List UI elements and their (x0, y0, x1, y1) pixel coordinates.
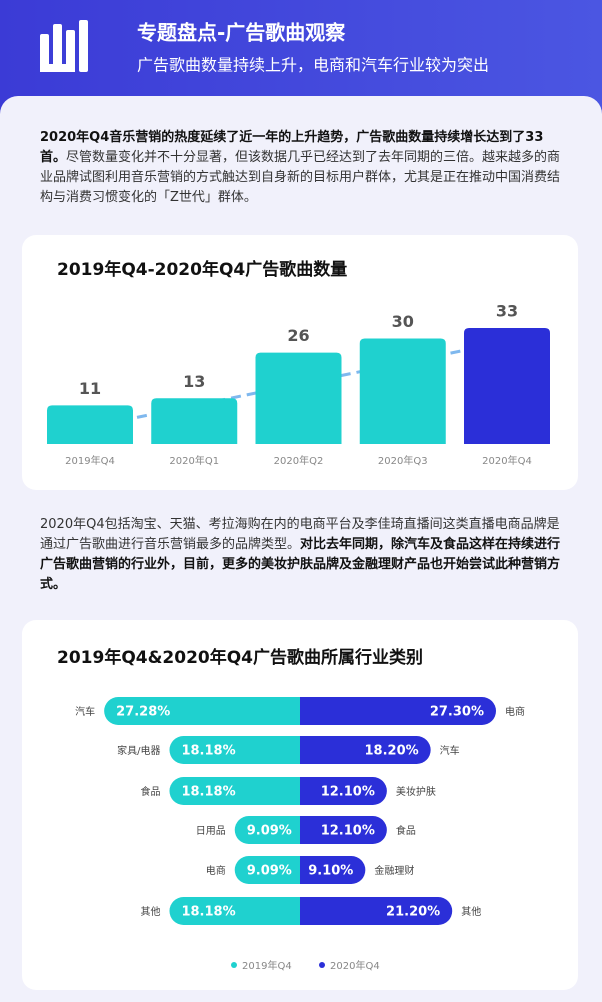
bar (300, 697, 496, 725)
x-tick-label: 2020年Q3 (378, 454, 428, 467)
bar (300, 816, 387, 844)
data-label: 27.30% (430, 705, 484, 720)
category-label: 电商 (505, 705, 525, 718)
paragraph: 2020年Q4包括淘宝、天猫、考拉海购在内的电商平台及李佳琦直播间这类直播电商品… (40, 515, 565, 595)
text-run: 2020年Q4包括淘宝、天猫、考拉海购在内的电商平台及李佳琦直播间这类直播电商品… (40, 517, 560, 552)
data-label: 11 (79, 379, 101, 398)
bar (234, 856, 300, 884)
bar (151, 398, 238, 444)
category-label: 电商 (206, 864, 226, 877)
page-title: 专题盘点-广告歌曲观察 (137, 21, 346, 45)
category-label: 其他 (461, 905, 481, 918)
category-label: 日用品 (196, 825, 226, 837)
data-label: 18.18% (181, 785, 235, 800)
category-label: 美妆护肤 (396, 785, 436, 798)
text-run: 对比去年同期，除汽车及食品这样在持续进行广告歌曲营销的行业外，目前，更多的美妆护… (40, 537, 561, 592)
legend-marker (319, 962, 325, 968)
legend-marker (231, 962, 237, 968)
chart-title: 2019年Q4-2020年Q4广告歌曲数量 (57, 259, 347, 280)
card: 2019年Q4-2020年Q4广告歌曲数量 11 2019年Q4 13 2020年Q1… (22, 235, 578, 490)
data-label: 33 (496, 302, 518, 321)
category-label: 其他 (140, 905, 160, 918)
text-run: 2020年Q4音乐营销的热度延续了近一年的上升趋势，广告歌曲数量持续增长达到了3… (40, 130, 544, 165)
bar (300, 736, 431, 764)
category-label: 汽车 (75, 705, 95, 718)
bar (47, 405, 133, 444)
category-label: 食品 (140, 785, 160, 798)
card: 2019年Q4&2020年Q4广告歌曲所属行业类别 27.28% 汽车 18.18%… (22, 620, 578, 990)
data-label: 9.09% (247, 864, 292, 879)
text-run: 尽管数量变化并不十分显著，但该数据几乎已经达到了去年同期的三倍。越来越多的商业品… (40, 150, 561, 205)
bar (300, 856, 366, 884)
paragraph: 2020年Q4音乐营销的热度延续了近一年的上升趋势，广告歌曲数量持续增长达到了3… (40, 128, 565, 208)
bar (169, 777, 300, 805)
logo (40, 20, 88, 72)
legend-label: 2020年Q4 (330, 959, 380, 972)
bar (169, 897, 300, 925)
legend-label: 2019年Q4 (242, 959, 292, 972)
category-label: 食品 (396, 824, 416, 837)
data-label: 21.20% (386, 905, 440, 920)
bar (300, 897, 453, 925)
bar (104, 697, 301, 725)
data-label: 13 (183, 372, 205, 391)
data-label: 27.28% (116, 705, 170, 720)
page-subtitle: 广告歌曲数量持续上升，电商和汽车行业较为突出 (137, 56, 489, 75)
data-label: 30 (392, 312, 414, 331)
data-label: 18.18% (181, 905, 235, 920)
category-label: 金融理财 (374, 864, 414, 877)
x-tick-label: 2020年Q4 (482, 454, 532, 467)
x-tick-label: 2019年Q4 (65, 454, 115, 467)
header: 专题盘点-广告歌曲观察 广告歌曲数量持续上升，电商和汽车行业较为突出 (40, 20, 489, 75)
data-label: 18.20% (365, 744, 419, 759)
chart-title: 2019年Q4&2020年Q4广告歌曲所属行业类别 (57, 647, 423, 668)
x-tick-label: 2020年Q2 (274, 454, 324, 467)
bar (359, 338, 446, 444)
data-label: 9.10% (308, 864, 353, 879)
data-label: 12.10% (321, 785, 375, 800)
bar (464, 328, 550, 444)
bar (234, 816, 300, 844)
data-label: 12.10% (321, 824, 375, 839)
category-label: 汽车 (440, 744, 460, 757)
bar (169, 736, 300, 764)
data-label: 26 (287, 326, 309, 345)
chart: 2019年Q4&2020年Q4广告歌曲所属行业类别 27.28% 汽车 18.18%… (57, 647, 525, 972)
data-label: 9.09% (247, 824, 292, 839)
bar (255, 352, 342, 444)
category-label: 家具/电器 (117, 744, 160, 757)
x-tick-label: 2020年Q1 (169, 454, 219, 467)
bar (300, 777, 387, 805)
chart: 2019年Q4-2020年Q4广告歌曲数量 11 2019年Q4 13 2020年Q1… (47, 259, 550, 467)
data-label: 18.18% (181, 744, 235, 759)
